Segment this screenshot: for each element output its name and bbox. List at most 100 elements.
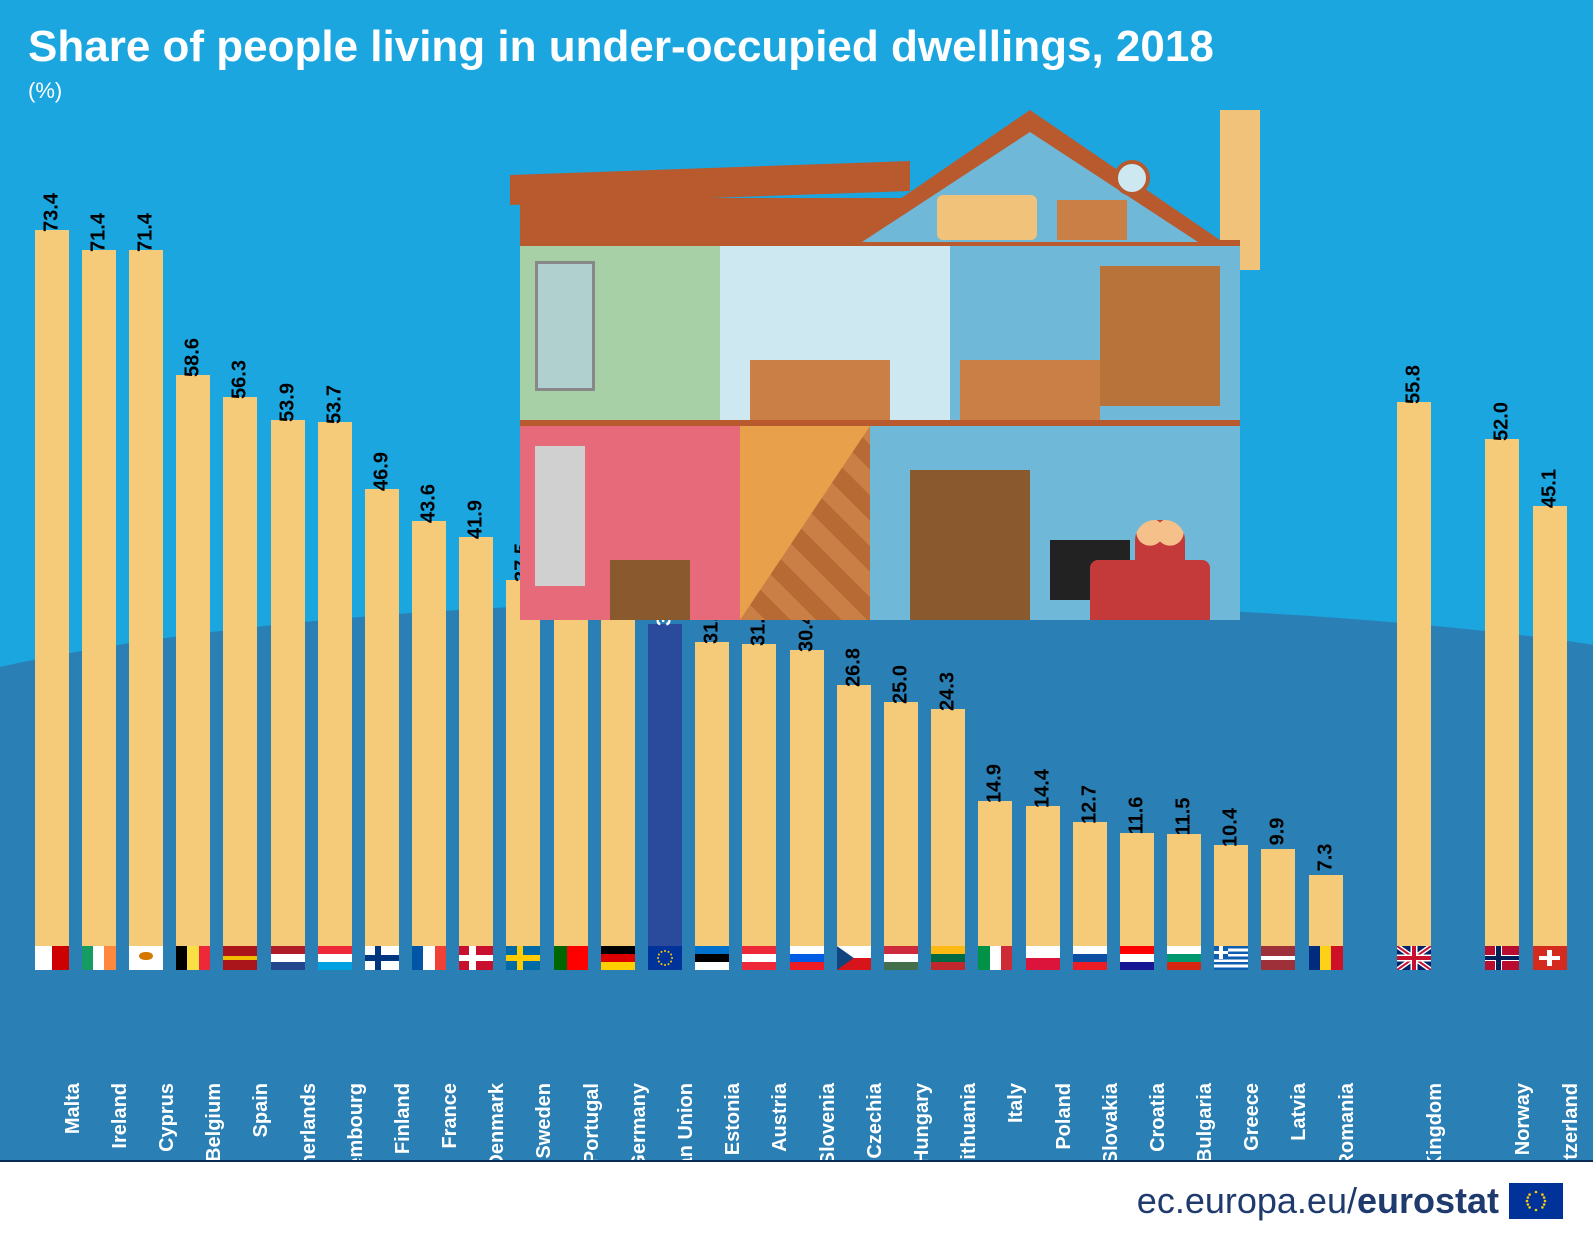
bar-slot: 14.9Italy <box>975 801 1016 1160</box>
bar: 30.4 <box>790 650 824 970</box>
bar: 14.9 <box>978 801 1012 970</box>
value-label: 53.9 <box>276 384 299 423</box>
bar-slot: 58.6Belgium <box>173 375 214 1160</box>
bar-fill <box>695 642 729 946</box>
bar-slot: 45.1Switzerland <box>1529 506 1570 1160</box>
country-flag-icon <box>978 946 1012 970</box>
bar: 41.9 <box>459 537 493 970</box>
country-flag-icon <box>365 946 399 970</box>
value-label: 14.9 <box>984 764 1007 803</box>
value-label: 53.7 <box>323 385 346 424</box>
value-label: 9.9 <box>1267 818 1290 846</box>
eu-flag-icon <box>1509 1183 1563 1219</box>
bar: 71.4 <box>82 250 116 970</box>
country-flag-icon <box>1120 946 1154 970</box>
bar-fill <box>1309 875 1343 946</box>
footer-url: ec.europa.eu/eurostat <box>1137 1180 1499 1222</box>
value-label: 10.4 <box>1220 808 1243 847</box>
bar-fill <box>931 709 965 946</box>
bar-slot: 73.4Malta <box>31 230 72 1160</box>
value-label: 58.6 <box>182 338 205 377</box>
country-flag-icon <box>271 946 305 970</box>
bar-fill <box>837 685 871 946</box>
bar-slot: 46.9Finland <box>361 489 402 1160</box>
bar: 73.4 <box>35 230 69 970</box>
bar-fill <box>223 397 257 946</box>
country-flag-icon <box>884 946 918 970</box>
bar-slot: 37.5Sweden <box>503 580 544 1160</box>
bar: 58.6 <box>176 375 210 970</box>
bar: 33.0 <box>648 624 682 970</box>
bar-slot: 11.5Bulgaria <box>1164 834 1205 1160</box>
country-flag-icon <box>1397 946 1431 970</box>
bar-fill <box>648 624 682 946</box>
bar-fill <box>1120 833 1154 946</box>
bar-fill <box>176 375 210 946</box>
value-label: 52.0 <box>1491 402 1514 441</box>
country-flag-icon <box>1261 946 1295 970</box>
country-flag-icon <box>1214 946 1248 970</box>
bar-slot: 24.3Lithuania <box>928 709 969 1160</box>
bar: 71.4 <box>129 250 163 970</box>
bar-slot: 33.0European Union <box>644 624 685 1160</box>
value-label: 7.3 <box>1314 843 1337 871</box>
bar-slot: 56.3Spain <box>220 397 261 1160</box>
bar-fill <box>1214 845 1248 946</box>
country-flag-icon <box>129 946 163 970</box>
country-flag-icon <box>318 946 352 970</box>
bar-slot: 31.0Austria <box>739 644 780 1160</box>
bar-fill <box>365 489 399 946</box>
value-label: 11.5 <box>1173 797 1196 835</box>
country-flag-icon <box>506 946 540 970</box>
country-flag-icon <box>176 946 210 970</box>
bar-slot: 25.0Hungary <box>880 702 921 1160</box>
bar: 14.4 <box>1026 806 1060 970</box>
value-label: 12.7 <box>1078 785 1101 824</box>
bar-fill <box>554 594 588 946</box>
bar-slot: 55.8United Kingdom <box>1393 402 1434 1160</box>
bar-fill <box>1167 834 1201 946</box>
bar-fill <box>129 250 163 946</box>
bar-slot: 53.9Netherlands <box>267 420 308 1160</box>
bar-slot: 31.2Estonia <box>692 642 733 1160</box>
bar-fill <box>412 521 446 946</box>
infographic-root: Share of people living in under-occupied… <box>0 0 1593 1240</box>
bar-fill <box>1533 506 1567 946</box>
country-flag-icon <box>1485 946 1519 970</box>
bar: 11.5 <box>1167 834 1201 970</box>
bar: 53.7 <box>318 422 352 970</box>
bar-fill <box>35 230 69 946</box>
bar-slot: 41.9Denmark <box>456 537 497 1160</box>
bar: 31.2 <box>695 642 729 970</box>
country-flag-icon <box>459 946 493 970</box>
bar: 24.3 <box>931 709 965 970</box>
country-flag-icon <box>1073 946 1107 970</box>
country-flag-icon <box>695 946 729 970</box>
bar: 12.7 <box>1073 822 1107 970</box>
bar-fill <box>1261 849 1295 946</box>
bar: 9.9 <box>1261 849 1295 970</box>
bar: 36.0 <box>601 595 635 970</box>
bar-fill <box>742 644 776 946</box>
bar-fill <box>790 650 824 946</box>
bar: 53.9 <box>271 420 305 970</box>
bar-slot: 7.3Romania <box>1305 875 1346 1160</box>
value-label: 25.0 <box>889 665 912 704</box>
bar: 45.1 <box>1533 506 1567 970</box>
country-flag-icon <box>1309 946 1343 970</box>
country-flag-icon <box>648 946 682 970</box>
bar: 7.3 <box>1309 875 1343 970</box>
bar-fill <box>506 580 540 946</box>
value-label: 45.1 <box>1538 469 1561 508</box>
bar: 31.0 <box>742 644 776 970</box>
bar-fill <box>1397 402 1431 946</box>
bar-slot: 10.4Greece <box>1211 845 1252 1160</box>
footer: ec.europa.eu/eurostat <box>0 1160 1593 1240</box>
value-label: 14.4 <box>1031 769 1054 808</box>
bar-slot: 36.0Germany <box>597 595 638 1160</box>
bar-fill <box>82 250 116 946</box>
bar-fill <box>459 537 493 946</box>
country-flag-icon <box>742 946 776 970</box>
bar-fill <box>318 422 352 946</box>
chart-background: Share of people living in under-occupied… <box>0 0 1593 1160</box>
